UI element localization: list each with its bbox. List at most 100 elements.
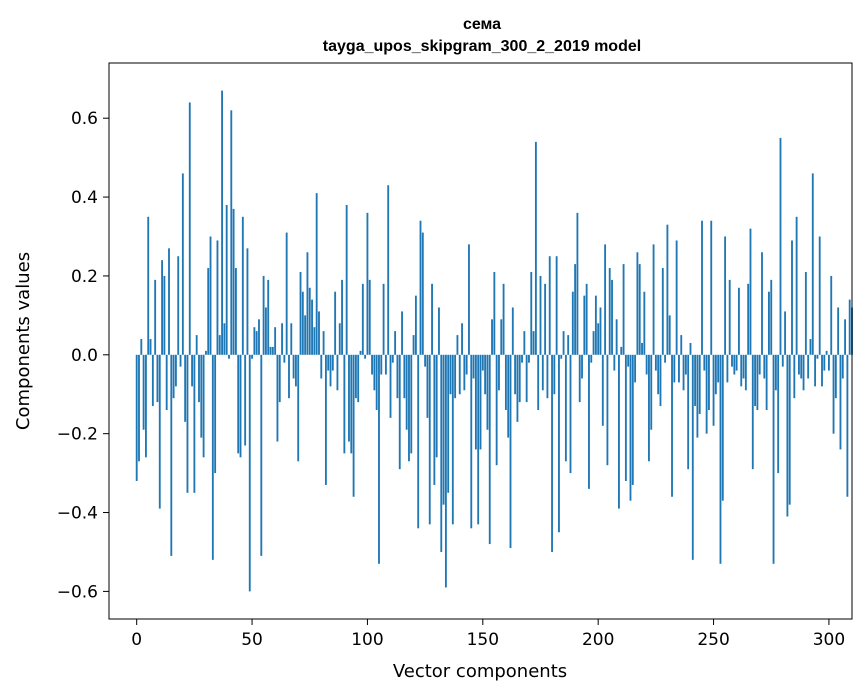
bar-219	[641, 342, 643, 355]
bar-306	[841, 354, 844, 379]
bar-298	[823, 354, 826, 371]
bar-166	[518, 354, 521, 403]
bar-288	[800, 354, 803, 379]
bar-269	[756, 354, 759, 411]
bar-196	[588, 354, 590, 489]
chart-subtitle: tayga_upos_skipgram_300_2_2019 model	[323, 38, 641, 55]
bar-217	[636, 252, 639, 355]
bar-233	[673, 354, 676, 383]
bar-104	[375, 354, 378, 411]
bar-191	[576, 212, 579, 355]
bar-59	[271, 346, 274, 355]
bar-294	[814, 354, 817, 387]
bar-275	[770, 279, 773, 355]
bar-73	[304, 315, 307, 355]
bar-60	[274, 327, 277, 355]
bar-285	[793, 354, 796, 399]
bar-149	[479, 354, 482, 450]
bar-117	[405, 354, 408, 430]
bar-24	[191, 354, 193, 387]
bar-168	[523, 331, 526, 355]
bar-226	[657, 354, 660, 395]
bar-40	[228, 354, 230, 359]
bar-171	[530, 271, 533, 355]
bar-267	[751, 354, 754, 470]
bar-23	[188, 102, 191, 355]
bar-4	[145, 354, 147, 458]
bar-71	[299, 271, 302, 355]
bar-296	[818, 236, 821, 355]
bar-95	[354, 354, 357, 399]
bar-167	[521, 354, 523, 363]
bar-301	[830, 275, 833, 355]
bar-13	[165, 354, 168, 411]
bar-169	[525, 354, 528, 403]
bar-32	[209, 236, 212, 355]
bar-21	[184, 354, 187, 422]
bar-99	[364, 354, 367, 359]
x-axis-ticks: 0 50 100 150 200 250 300	[131, 619, 845, 650]
bar-272	[763, 354, 766, 379]
bar-78	[315, 193, 318, 355]
bar-134	[444, 354, 447, 588]
bar-181	[553, 354, 556, 395]
bar-245	[701, 220, 703, 355]
bar-281	[784, 311, 787, 355]
bar-214	[629, 354, 632, 501]
bar-62	[278, 354, 281, 403]
bar-224	[652, 244, 655, 355]
bar-55	[262, 275, 265, 355]
bar-56	[264, 307, 267, 355]
bar-121	[414, 295, 417, 355]
bar-274	[768, 291, 770, 355]
bar-79	[318, 311, 320, 355]
y-tick-label: 0.2	[71, 267, 98, 287]
bar-259	[733, 354, 736, 375]
x-tick-label: 0	[131, 630, 142, 650]
bar-112	[394, 331, 397, 355]
bar-20	[181, 173, 184, 355]
bar-115	[401, 311, 403, 355]
bar-46	[241, 216, 244, 355]
bar-67	[290, 323, 293, 355]
bar-54	[260, 354, 263, 556]
y-tick-label: −0.2	[57, 425, 98, 445]
bar-300	[828, 354, 830, 371]
bar-61	[276, 354, 279, 442]
bar-144	[468, 244, 470, 355]
x-tick-label: 100	[351, 630, 383, 650]
bar-89	[341, 279, 343, 355]
bar-103	[373, 354, 376, 391]
bar-1	[138, 354, 140, 462]
bar-88	[338, 323, 341, 355]
bar-85	[331, 354, 334, 371]
bar-154	[491, 319, 493, 355]
bar-143	[465, 354, 468, 375]
bar-240	[689, 342, 692, 355]
x-tick-label: 150	[467, 630, 499, 650]
bar-94	[352, 354, 355, 497]
bar-66	[288, 354, 290, 399]
bar-28	[200, 354, 203, 438]
bar-236	[680, 335, 683, 355]
bar-239	[687, 354, 690, 470]
bar-290	[804, 271, 807, 355]
bar-140	[458, 354, 461, 395]
bar-153	[488, 354, 491, 545]
bar-221	[645, 354, 648, 375]
bar-151	[484, 354, 487, 395]
bar-100	[366, 212, 369, 355]
bar-139	[456, 335, 459, 355]
bar-262	[740, 354, 743, 387]
bar-238	[684, 354, 687, 375]
bar-34	[214, 354, 217, 474]
bar-197	[590, 354, 593, 363]
bar-50	[251, 354, 253, 359]
bar-223	[650, 354, 653, 430]
bar-220	[643, 291, 646, 355]
bar-74	[306, 252, 309, 355]
bar-92	[348, 354, 350, 442]
x-tick-label: 200	[582, 630, 614, 650]
bar-270	[758, 354, 761, 375]
bar-113	[396, 354, 399, 399]
